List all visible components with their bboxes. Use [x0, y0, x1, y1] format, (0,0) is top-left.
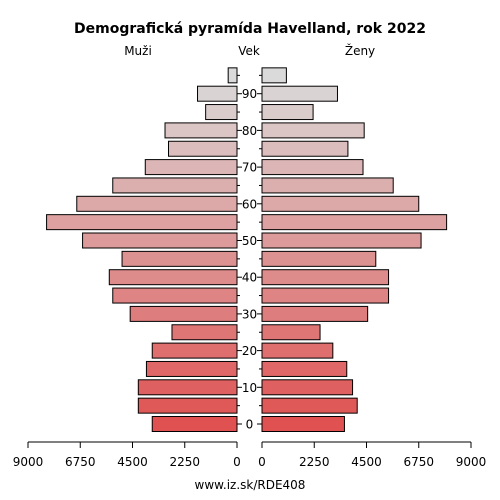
bar-women-6 [261, 305, 369, 322]
bar-men-6 [129, 305, 238, 322]
women-bars [261, 67, 448, 432]
bar-women-19 [261, 67, 287, 84]
bar-women-2 [261, 379, 354, 396]
bar-men-14 [144, 159, 238, 176]
bar-women-10 [261, 232, 422, 249]
x-tick-label-left-3: 2250 [169, 455, 200, 469]
bar-women-0 [261, 416, 345, 432]
bar-men-15 [167, 140, 238, 157]
chart-title: Demografická pyramída Havelland, rok 202… [74, 21, 426, 37]
x-tick-label-right-4: 9000 [456, 455, 487, 469]
bar-women-3 [261, 360, 348, 377]
bar-women-13 [261, 177, 394, 194]
x-tick-label-left-0: 9000 [13, 455, 44, 469]
bar-men-7 [112, 287, 238, 304]
bar-men-12 [76, 195, 238, 212]
bar-women-4 [261, 342, 334, 359]
x-tick-label-left-2: 4500 [117, 455, 148, 469]
bar-men-9 [121, 250, 238, 267]
x-tick-label-left-4: 0 [233, 455, 241, 469]
x-tick-label-right-2: 4500 [351, 455, 382, 469]
bar-women-9 [261, 250, 377, 267]
age-label-20: 20 [242, 344, 257, 358]
bar-men-11 [46, 214, 238, 231]
bar-women-15 [261, 140, 349, 157]
footer-source: www.iz.sk/RDE408 [195, 478, 306, 492]
bar-men-5 [171, 324, 238, 341]
bar-men-1 [137, 397, 238, 414]
bar-men-10 [82, 232, 238, 249]
bar-men-18 [197, 85, 238, 102]
bar-women-8 [261, 269, 390, 286]
bar-men-19 [227, 67, 238, 84]
bar-men-4 [151, 342, 238, 359]
center-label-age: Vek [238, 44, 260, 58]
age-label-60: 60 [242, 197, 257, 211]
age-label-50: 50 [242, 234, 257, 248]
bar-men-8 [108, 269, 238, 286]
x-tick-label-right-3: 6750 [403, 455, 434, 469]
age-label-30: 30 [242, 307, 257, 321]
men-bars [46, 67, 238, 432]
age-axis: 0 10 20 30 40 50 60 70 80 90 [237, 74, 262, 432]
bar-men-13 [112, 177, 238, 194]
x-axes: 9000 6750 4500 2250 0 0 2250 4500 6750 9000 [13, 441, 487, 469]
bar-women-16 [261, 122, 365, 139]
x-tick-label-left-1: 6750 [65, 455, 96, 469]
bar-men-17 [205, 104, 238, 121]
bar-women-12 [261, 195, 420, 212]
bar-men-2 [137, 379, 238, 396]
age-label-40: 40 [242, 271, 257, 285]
bar-women-14 [261, 159, 364, 176]
left-label-men: Muži [124, 44, 152, 58]
age-label-70: 70 [242, 161, 257, 175]
age-label-90: 90 [242, 87, 257, 101]
age-label-10: 10 [242, 381, 257, 395]
bar-women-5 [261, 324, 321, 341]
bar-women-11 [261, 214, 448, 231]
age-label-80: 80 [242, 124, 257, 138]
bar-women-1 [261, 397, 358, 414]
bar-men-3 [145, 360, 238, 377]
bar-women-17 [261, 104, 314, 121]
bar-men-0 [151, 416, 238, 432]
x-tick-label-right-0: 0 [258, 455, 266, 469]
bar-women-18 [261, 85, 338, 102]
x-tick-label-right-1: 2250 [299, 455, 330, 469]
right-label-women: Ženy [345, 43, 375, 58]
age-label-0: 0 [246, 418, 254, 432]
bar-men-16 [164, 122, 238, 139]
bar-women-7 [261, 287, 390, 304]
